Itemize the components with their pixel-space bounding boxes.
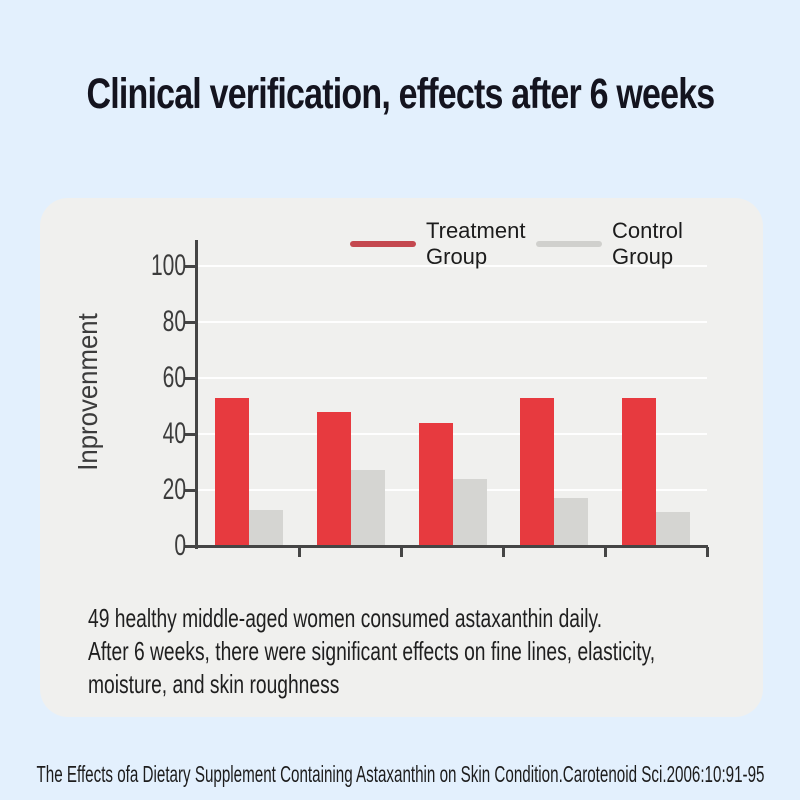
bar-treatment-2 <box>316 411 351 546</box>
title-row: Clinical verification, effects after 6 w… <box>0 70 800 119</box>
bar-treatment-5 <box>622 397 657 546</box>
y-axis-spine <box>195 240 198 549</box>
page-title: Clinical verification, effects after 6 w… <box>86 70 715 118</box>
bar-control-4 <box>554 498 589 546</box>
gridline <box>198 321 707 323</box>
y-tick-mark <box>185 320 195 324</box>
gridline <box>198 265 707 267</box>
footer-row: The Effects ofa Dietary Supplement Conta… <box>0 761 800 788</box>
bar-control-2 <box>350 470 385 546</box>
bar-control-5 <box>656 512 691 546</box>
bar-control-3 <box>452 478 487 546</box>
legend-label-control: Control Group <box>612 218 683 269</box>
legend-item-treatment: Treatment Group <box>350 218 538 270</box>
y-tick-label: 60 <box>162 361 186 394</box>
citation-footer: The Effects ofa Dietary Supplement Conta… <box>36 761 764 787</box>
bar-treatment-3 <box>418 422 453 546</box>
x-tick-mark <box>603 547 607 557</box>
bar-control-1 <box>248 509 283 546</box>
control-swatch <box>536 241 602 247</box>
y-tick-label: 80 <box>162 305 186 338</box>
description-line-2: After 6 weeks, there were significant ef… <box>88 636 656 666</box>
y-tick-label: 0 <box>174 529 186 562</box>
x-axis-spine <box>195 545 708 548</box>
description-line-3: moisture, and skin roughness <box>88 669 340 699</box>
x-tick-mark <box>501 547 505 557</box>
study-description: 49 healthy middle-aged women consumed as… <box>88 602 655 701</box>
y-tick-mark <box>185 264 195 268</box>
gridline <box>198 377 707 379</box>
bar-treatment-4 <box>520 397 555 546</box>
y-tick-mark <box>185 488 195 492</box>
y-tick-mark <box>185 432 195 436</box>
treatment-swatch <box>350 241 416 247</box>
y-tick-label: 40 <box>162 417 186 450</box>
y-tick-mark <box>185 544 195 548</box>
x-tick-mark <box>400 547 404 557</box>
gridline <box>198 433 707 435</box>
bar-treatment-1 <box>214 397 249 546</box>
description-line-1: 49 healthy middle-aged women consumed as… <box>88 603 603 633</box>
y-tick-mark <box>185 376 195 380</box>
legend-label-treatment: Treatment Group <box>426 218 526 269</box>
legend-item-control: Control Group <box>536 218 697 270</box>
y-tick-label: 20 <box>162 473 186 506</box>
y-tick-label: 100 <box>150 249 186 282</box>
x-tick-mark <box>705 547 709 557</box>
x-tick-mark <box>298 547 302 557</box>
